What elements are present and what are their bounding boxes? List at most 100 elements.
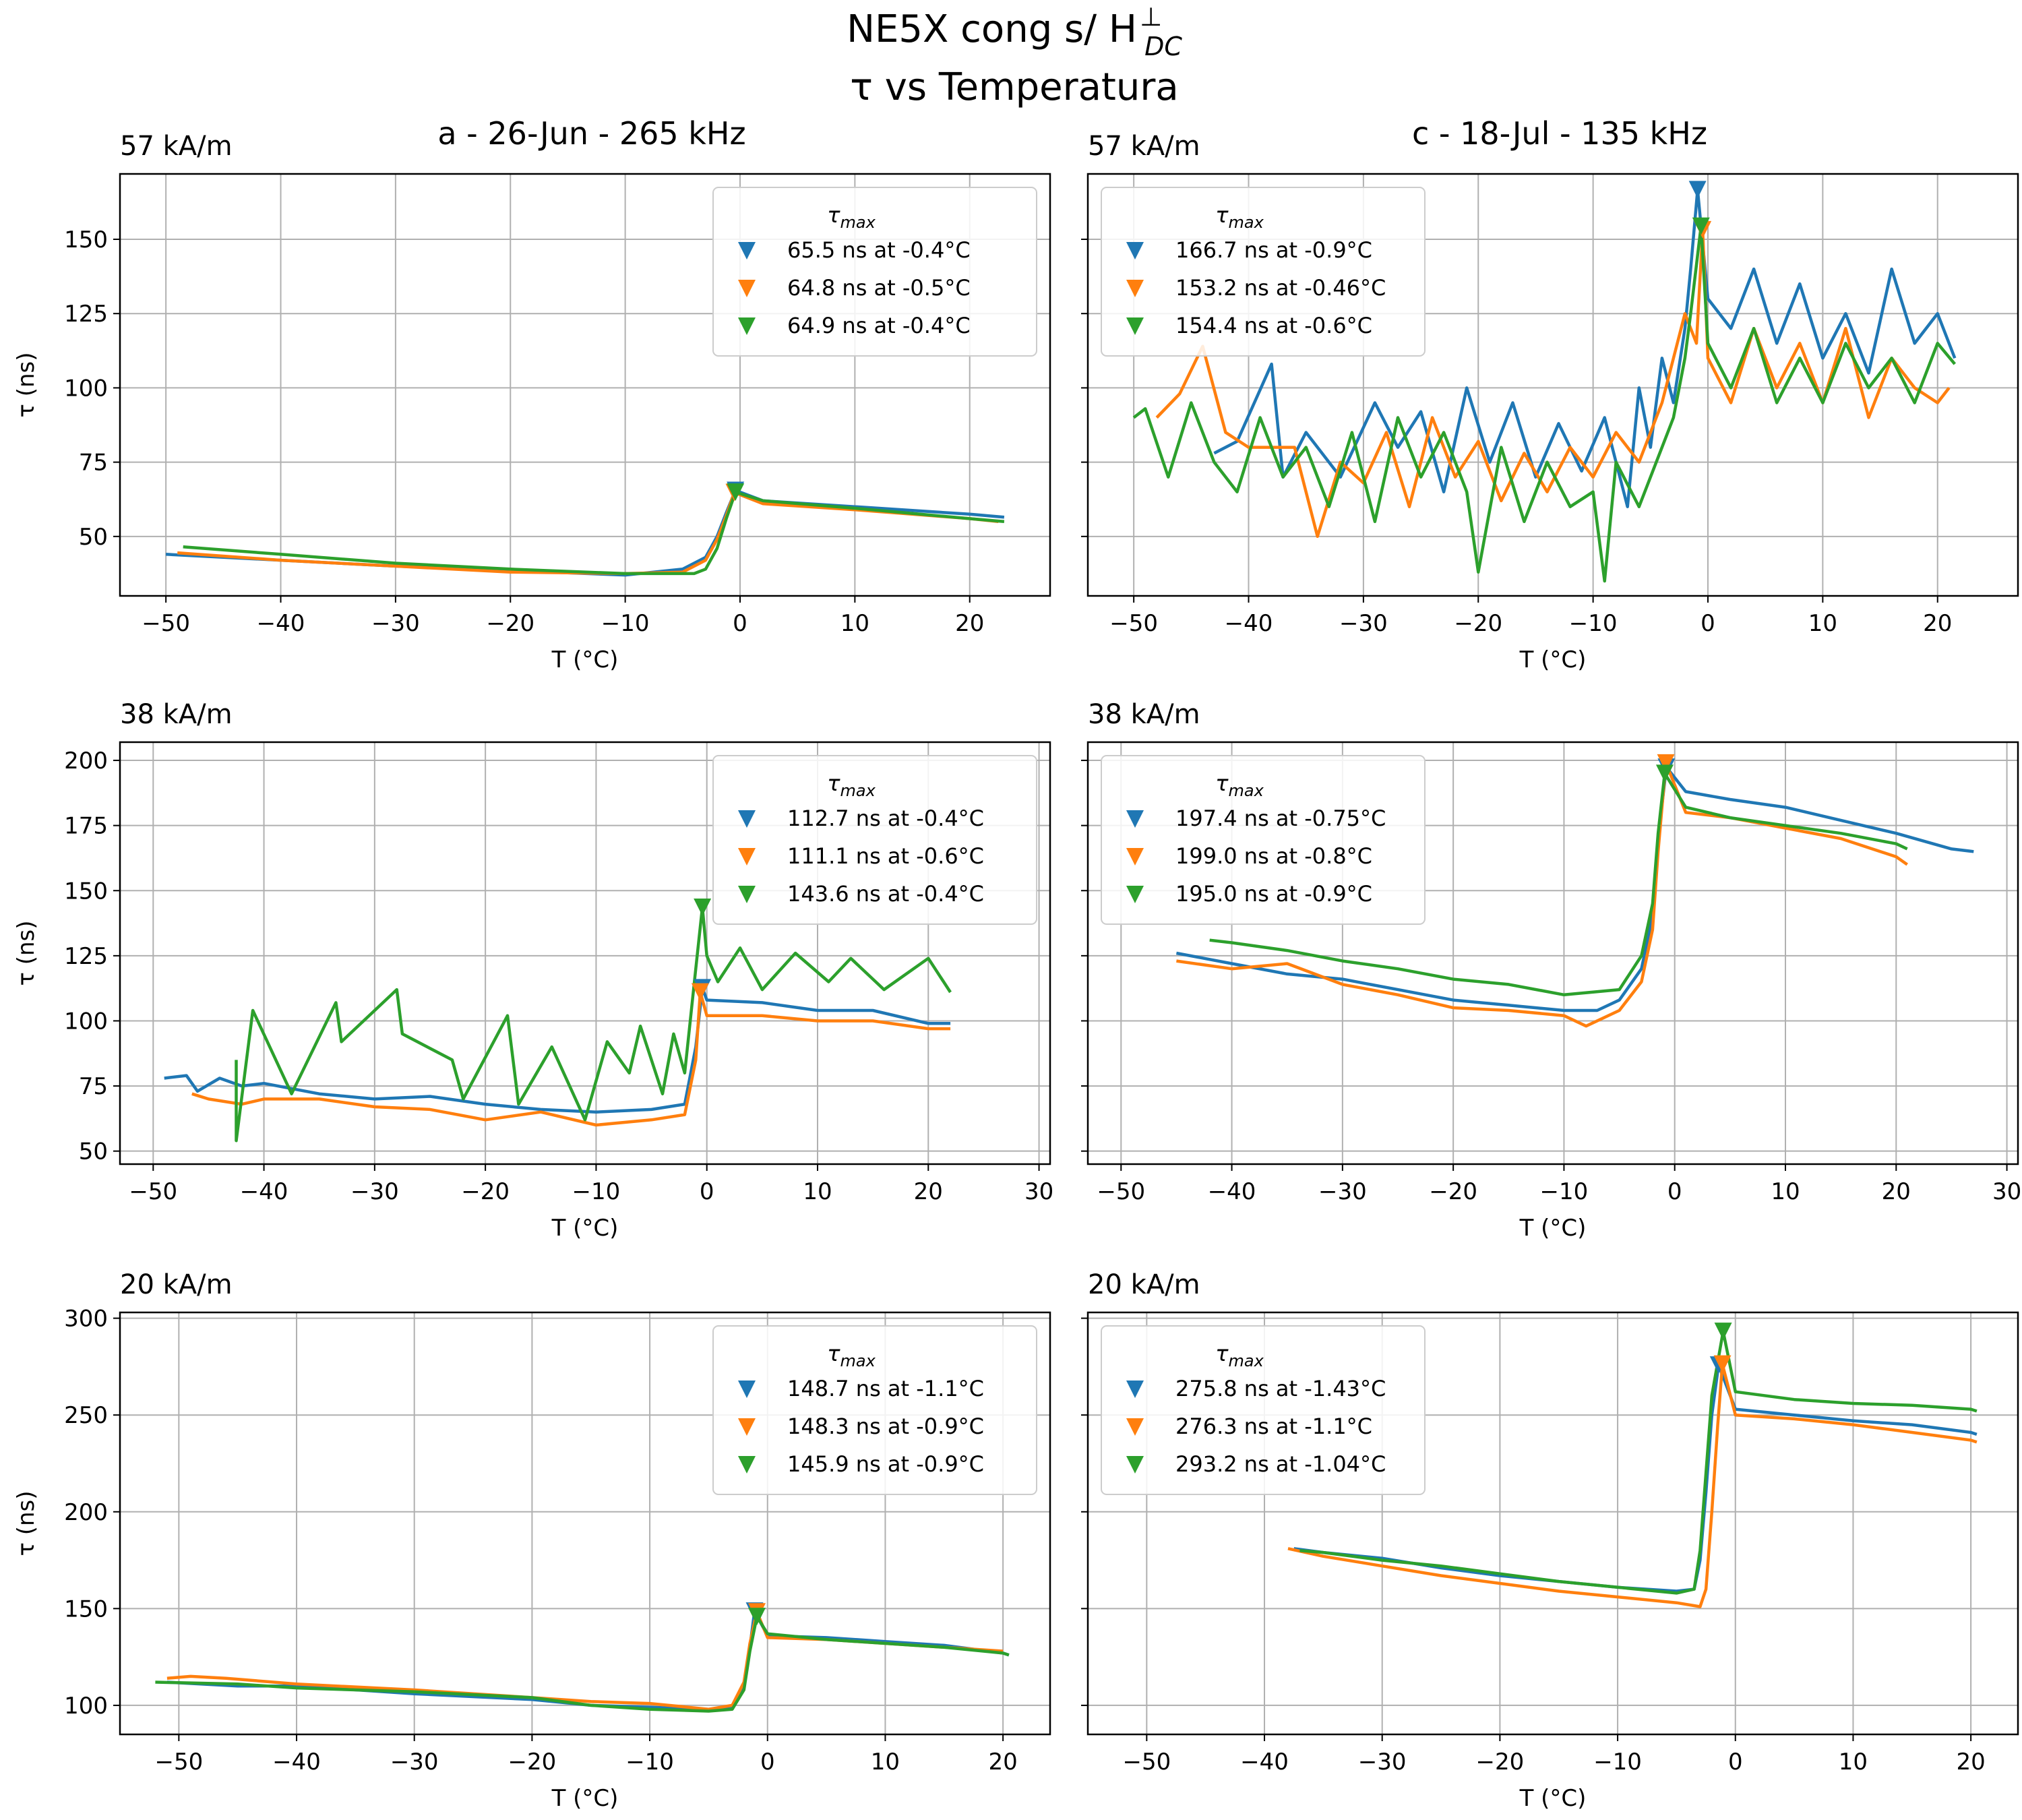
y-tick-label: 125 <box>64 301 108 328</box>
max-marker-2 <box>1657 754 1675 772</box>
x-tick-label: 0 <box>1728 1749 1743 1776</box>
legend-marker-3 <box>738 1456 756 1474</box>
axes-frame <box>119 741 1051 1165</box>
y-tick-label: 200 <box>64 748 108 775</box>
x-tick-label: −10 <box>601 610 650 637</box>
chart-panel-c38: −50 −40 −30 −20 −10 0 10 20 30 T (°C) 38 kA/m τmax 1… <box>1081 699 2021 1242</box>
legend-marker-2 <box>738 848 756 866</box>
series-group <box>164 898 952 1143</box>
x-tick-label: 10 <box>1839 1749 1868 1776</box>
x-tick-label: −20 <box>1429 1178 1477 1205</box>
x-tick-label: −30 <box>1358 1749 1407 1776</box>
chart-panel-c20: −50 −40 −30 −20 −10 0 10 20 T (°C) 20 kA/m τmax 275… <box>1081 1269 2019 1812</box>
legend-marker-3 <box>738 886 756 903</box>
x-axis-label: T (°C) <box>551 646 619 673</box>
x-tick-label: −40 <box>1225 610 1273 637</box>
max-marker-1 <box>1688 181 1707 199</box>
legend-entry-3: 195.0 ns at -0.9°C <box>1175 881 1372 907</box>
y-tick-label: 75 <box>79 1073 108 1100</box>
legend-entry-1: 197.4 ns at -0.75°C <box>1175 806 1386 831</box>
series-line-3 <box>1209 772 1908 997</box>
x-tick-label: 20 <box>1882 1178 1911 1205</box>
x-tick-label: −30 <box>350 1178 399 1205</box>
x-axis: −50 −40 −30 −20 −10 0 10 20 30 T (°C) <box>129 1164 1053 1242</box>
x-tick-label: −20 <box>486 610 534 637</box>
x-tick-label: −10 <box>625 1749 674 1776</box>
legend-marker-2 <box>738 1418 756 1436</box>
y-tick-label: 75 <box>79 450 108 477</box>
chart-panel-a38: −50 −40 −30 −20 −10 0 10 20 30 T (°C) 50 75 100 125 15… <box>13 699 1053 1242</box>
legend-marker-2 <box>738 280 756 297</box>
series-group <box>1287 1323 1978 1608</box>
x-tick-label: 10 <box>840 610 869 637</box>
x-tick-label: −20 <box>1454 610 1502 637</box>
x-tick-label: −50 <box>129 1178 177 1205</box>
series-line-1 <box>1175 765 1974 1012</box>
x-tick-label: −50 <box>1097 1178 1145 1205</box>
x-axis-label: T (°C) <box>551 1215 619 1242</box>
legend-title: τmax <box>1215 770 1264 800</box>
y-tick-label: 250 <box>64 1402 108 1429</box>
y-axis-label: τ (ns) <box>13 1490 40 1556</box>
max-marker-3 <box>1714 1323 1732 1341</box>
panel-title-left: 20 kA/m <box>120 1269 233 1300</box>
panel-title-left: 38 kA/m <box>120 699 233 730</box>
series-line-2 <box>1176 761 1908 1028</box>
x-tick-label: −50 <box>1122 1749 1171 1776</box>
series-line-3 <box>1132 224 1957 583</box>
legend-entry-3: 143.6 ns at -0.4°C <box>787 881 984 907</box>
x-tick-label: 20 <box>914 1178 943 1205</box>
legend-marker-1 <box>1126 242 1144 260</box>
x-axis-label: T (°C) <box>1519 1785 1587 1812</box>
x-tick-label: −50 <box>154 1749 203 1776</box>
x-axis-label: T (°C) <box>1519 646 1587 673</box>
y-tick-label: 200 <box>64 1499 108 1526</box>
legend-marker-1 <box>738 242 756 260</box>
x-tick-label: −50 <box>1109 610 1158 637</box>
x-tick-label: −30 <box>390 1749 439 1776</box>
axes-frame <box>119 173 1051 597</box>
max-marker-2 <box>1713 1355 1732 1373</box>
x-tick-label: 10 <box>803 1178 832 1205</box>
y-tick-label: 150 <box>64 226 108 253</box>
x-axis: −50 −40 −30 −20 −10 0 10 20 T (°C) <box>1109 596 1952 673</box>
y-axis <box>1081 760 1088 1152</box>
figure-title: NE5X cong s/ H ⊥ DC τ vs Temperatura <box>847 2 1182 109</box>
legend-entry-2: 64.8 ns at -0.5°C <box>787 275 971 301</box>
x-tick-label: 0 <box>733 610 747 637</box>
legend-marker-3 <box>1126 317 1144 335</box>
x-tick-label: −20 <box>461 1178 510 1205</box>
legend-title: τmax <box>827 770 876 800</box>
x-tick-label: −40 <box>272 1749 321 1776</box>
x-tick-label: −10 <box>572 1178 621 1205</box>
legend-title: τmax <box>1215 1341 1264 1370</box>
x-axis: −50 −40 −30 −20 −10 0 10 20 T (°C) <box>1122 1734 1986 1812</box>
series-line-3 <box>155 1614 1010 1713</box>
panel-title-center: c - 18-Jul - 135 kHz <box>1412 115 1707 152</box>
grid <box>120 174 1050 596</box>
series-group <box>165 481 1005 577</box>
y-axis <box>1081 238 1088 537</box>
y-axis: 100 150 200 250 300 τ (ns) <box>13 1306 120 1720</box>
x-axis: −50 −40 −30 −20 −10 0 10 20 30 T (°C) <box>1097 1164 2021 1242</box>
x-tick-label: −10 <box>1540 1178 1589 1205</box>
series-line-2 <box>1155 228 1951 539</box>
panel-title-left: 20 kA/m <box>1088 1269 1200 1300</box>
x-tick-label: 20 <box>1923 610 1952 637</box>
series-group <box>1175 754 1974 1028</box>
max-marker-3 <box>1692 217 1710 235</box>
legend-marker-1 <box>738 1381 756 1398</box>
y-axis: 50 75 100 125 150 175 200 τ (ns) <box>13 748 120 1165</box>
x-tick-label: 0 <box>1701 610 1715 637</box>
x-axis-label: T (°C) <box>551 1785 619 1812</box>
legend-entry-3: 64.9 ns at -0.4°C <box>787 313 971 338</box>
series-line-2 <box>191 990 951 1127</box>
x-tick-label: −20 <box>508 1749 557 1776</box>
legend-title: τmax <box>827 1341 876 1370</box>
grid <box>1088 1312 2018 1734</box>
x-tick-label: −40 <box>257 610 305 637</box>
axes-frame <box>1086 1311 2019 1736</box>
x-tick-label: 0 <box>700 1178 714 1205</box>
x-axis-label: T (°C) <box>1519 1215 1587 1242</box>
